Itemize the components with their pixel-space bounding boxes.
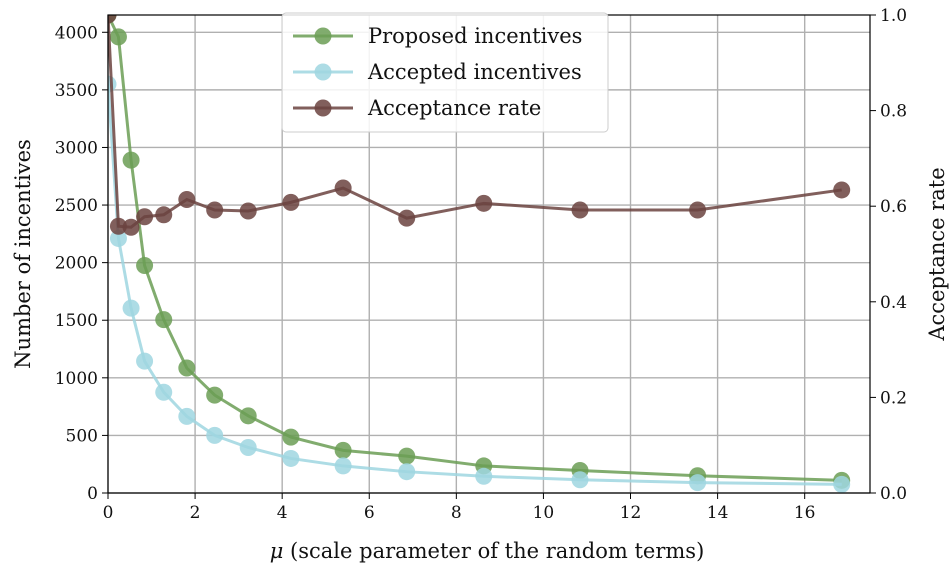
x-axis-label-text: (scale parameter of the random terms) [283, 539, 704, 563]
point-acceptance-rate [178, 191, 196, 209]
y-tick-label: 0 [87, 484, 98, 504]
point-proposed-incentives [334, 441, 352, 459]
y2-tick-label: 0.0 [880, 484, 907, 504]
point-acceptance-rate [475, 194, 493, 212]
point-acceptance-rate [206, 201, 224, 219]
series-accepted-incentives [108, 75, 851, 493]
point-acceptance-rate [108, 15, 117, 24]
point-proposed-incentives [282, 428, 300, 446]
point-acceptance-rate [689, 201, 707, 219]
x-axis-label: μ (scale parameter of the random terms) [270, 539, 705, 563]
point-accepted-incentives [206, 426, 224, 444]
point-proposed-incentives [206, 386, 224, 404]
legend-marker-acceptance-rate [314, 99, 332, 117]
point-accepted-incentives [122, 299, 140, 317]
point-accepted-incentives [155, 383, 173, 401]
y-tick-label: 2500 [55, 196, 98, 216]
x-tick-label: 14 [707, 503, 729, 523]
y2-tick-label: 0.6 [880, 197, 907, 217]
legend-marker-proposed-incentives [314, 27, 332, 45]
x-tick-label: 6 [364, 503, 375, 523]
y-axis-label: Number of incentives [11, 139, 35, 369]
point-acceptance-rate [282, 193, 300, 211]
point-accepted-incentives [475, 467, 493, 485]
legend-label-accepted-incentives: Accepted incentives [367, 60, 582, 84]
series-proposed-incentives [108, 15, 851, 489]
legend-label-proposed-incentives: Proposed incentives [368, 24, 582, 48]
y-tick-label: 500 [66, 426, 98, 446]
y-tick-label: 4000 [55, 23, 98, 43]
point-proposed-incentives [109, 28, 127, 46]
point-accepted-incentives [282, 449, 300, 467]
plot-area [108, 15, 851, 493]
line-accepted-incentives [108, 84, 842, 486]
point-acceptance-rate [334, 179, 352, 197]
point-acceptance-rate [109, 217, 127, 235]
point-accepted-incentives [689, 474, 707, 492]
y-tick-label: 3500 [55, 81, 98, 101]
point-accepted-incentives [136, 352, 154, 370]
point-proposed-incentives [136, 257, 154, 275]
point-acceptance-rate [122, 218, 140, 236]
point-accepted-incentives [571, 471, 589, 489]
point-accepted-incentives [833, 475, 851, 493]
x-tick-label: 0 [103, 503, 114, 523]
x-tick-label: 16 [794, 503, 816, 523]
x-tick-label: 2 [190, 503, 201, 523]
point-accepted-incentives [239, 439, 257, 457]
x-tick-label: 10 [533, 503, 555, 523]
point-proposed-incentives [155, 311, 173, 329]
y2-tick-label: 0.8 [880, 102, 907, 122]
x-tick-label: 4 [277, 503, 288, 523]
y2-tick-label: 0.2 [880, 388, 907, 408]
x-tick-label: 8 [451, 503, 462, 523]
series-acceptance-rate [108, 15, 851, 236]
x-tick-label: 12 [620, 503, 642, 523]
legend-label-acceptance-rate: Acceptance rate [367, 96, 541, 120]
point-acceptance-rate [571, 201, 589, 219]
point-accepted-incentives [334, 457, 352, 475]
point-accepted-incentives [109, 229, 127, 247]
point-accepted-incentives [178, 407, 196, 425]
legend-marker-accepted-incentives [314, 63, 332, 81]
y-tick-label: 2000 [55, 254, 98, 274]
point-proposed-incentives [239, 407, 257, 425]
legend-box [281, 12, 609, 133]
point-acceptance-rate [833, 181, 851, 199]
y-tick-label: 3000 [55, 138, 98, 158]
point-proposed-incentives [122, 151, 140, 169]
y-tick-label: 1500 [55, 311, 98, 331]
y2-tick-label: 1.0 [880, 6, 907, 26]
legend: Proposed incentives Accepted incentives Ac… [281, 12, 609, 133]
point-accepted-incentives [398, 463, 416, 481]
y2-axis-label: Acceptance rate [925, 167, 949, 341]
point-proposed-incentives [178, 359, 196, 377]
axis-ticks: 0 2 4 6 8 10 12 14 16 0 500 1000 1500 2000 2500 3000 350… [55, 6, 907, 523]
point-acceptance-rate [155, 206, 173, 224]
point-proposed-incentives [398, 447, 416, 465]
point-acceptance-rate [136, 208, 154, 226]
point-acceptance-rate [398, 209, 416, 227]
y2-tick-label: 0.4 [880, 293, 907, 313]
y-tick-label: 1000 [55, 369, 98, 389]
point-acceptance-rate [239, 202, 257, 220]
x-axis-symbol: μ [270, 539, 284, 563]
